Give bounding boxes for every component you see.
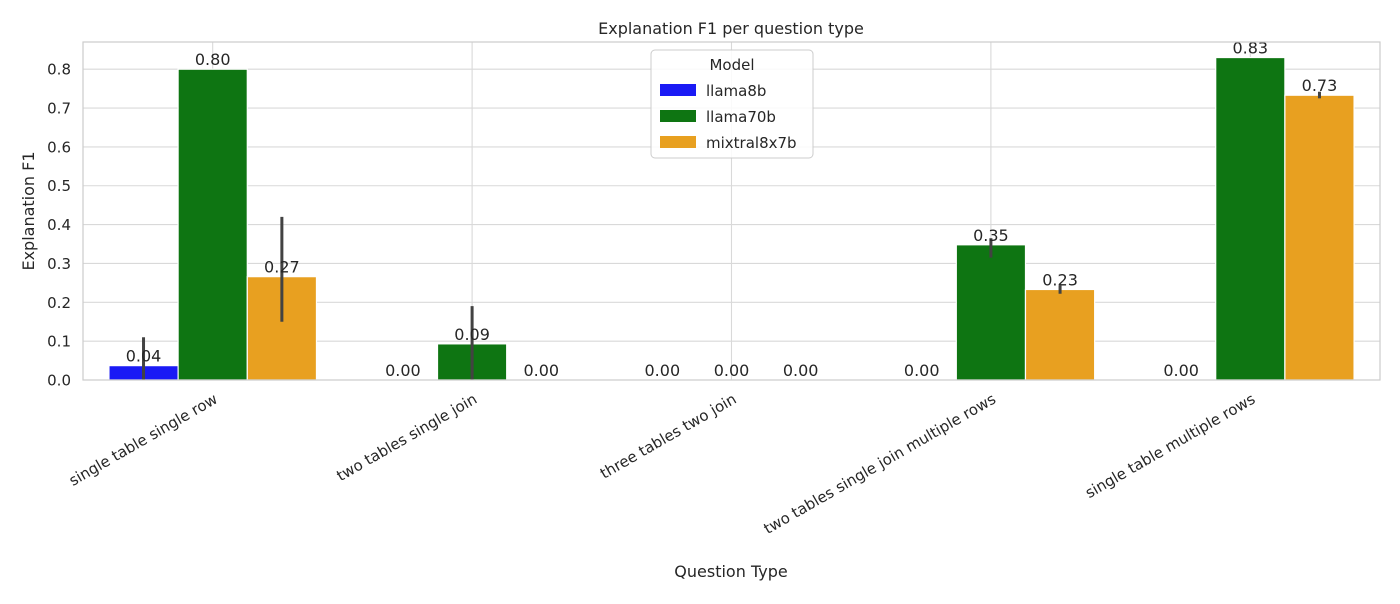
value-label-llama8b: 0.00 [904, 361, 940, 380]
value-labels: 0.04 0.00 0.00 0.00 0.00 0.80 0.09 0.00 0.35 0.83… [126, 39, 1338, 380]
legend-swatch-llama8b [660, 84, 696, 96]
legend: Model llama8b llama70b mixtral8x7b [650, 49, 814, 159]
y-tick-label: 0.4 [47, 216, 71, 234]
legend-title: Model [709, 56, 754, 74]
value-label-llama70b: 0.83 [1232, 39, 1268, 58]
bar-mixtral8x7b [1024, 288, 1096, 381]
legend-label-mixtral8x7b: mixtral8x7b [706, 134, 797, 152]
bar-llama70b [1215, 56, 1286, 381]
value-label-llama70b: 0.80 [195, 50, 231, 69]
value-label-llama70b: 0.35 [973, 226, 1009, 245]
x-tick-label: three tables two join [597, 390, 739, 483]
legend-box [650, 49, 814, 159]
x-tick-label: single table multiple rows [1082, 390, 1258, 502]
x-axis-label: Question Type [674, 562, 787, 581]
plot-frame [82, 41, 1381, 381]
value-label-llama8b: 0.00 [385, 361, 421, 380]
value-label-llama8b: 0.04 [126, 347, 162, 366]
x-tick-label: two tables single join multiple rows [761, 390, 999, 538]
bar-llama70b [177, 68, 248, 381]
y-tick-label: 0.0 [47, 372, 71, 390]
legend-swatch-llama70b [660, 110, 696, 122]
x-tick-label: two tables single join [334, 390, 481, 485]
x-tick-label: single table single row [66, 390, 221, 490]
chart-title: Explanation F1 per question type [598, 19, 864, 38]
value-label-mixtral8x7b: 0.00 [523, 361, 559, 380]
legend-label-llama8b: llama8b [706, 82, 766, 100]
value-label-mixtral8x7b: 0.23 [1042, 270, 1078, 289]
y-tick-label: 0.7 [47, 100, 71, 118]
bar-mixtral8x7b [1284, 94, 1355, 381]
value-label-llama8b: 0.00 [1163, 361, 1199, 380]
value-label-mixtral8x7b: 0.27 [264, 258, 300, 277]
y-axis-label: Explanation F1 [19, 151, 38, 270]
y-tick-label: 0.5 [47, 177, 71, 195]
legend-swatch-mixtral8x7b [660, 136, 696, 148]
value-label-mixtral8x7b: 0.73 [1302, 76, 1338, 95]
value-label-llama70b: 0.00 [714, 361, 750, 380]
legend-label-llama70b: llama70b [706, 108, 776, 126]
value-label-mixtral8x7b: 0.00 [783, 361, 819, 380]
y-tick-label: 0.2 [47, 294, 71, 312]
bar-llama70b [955, 244, 1027, 381]
y-tick-label: 0.3 [47, 255, 71, 273]
y-tick-label: 0.8 [47, 61, 71, 79]
error-bars [142, 91, 1321, 380]
y-tick-label: 0.6 [47, 138, 71, 156]
value-label-llama70b: 0.09 [454, 325, 490, 344]
value-label-llama8b: 0.00 [645, 361, 681, 380]
y-tick-label: 0.1 [47, 333, 71, 351]
